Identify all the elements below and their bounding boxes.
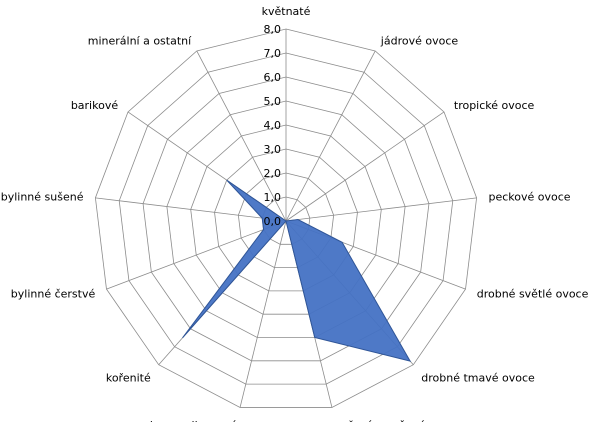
tick-label: 1,0 [264, 191, 282, 204]
grid-spoke [239, 220, 287, 408]
grid-spoke [106, 220, 287, 290]
category-label: květnaté [262, 5, 311, 18]
grid-ring [166, 100, 406, 338]
category-label: barikové [71, 99, 119, 112]
tick-label: 4,0 [264, 119, 282, 132]
tick-label: 8,0 [264, 23, 282, 36]
tick-labels: 0,0 1,0 2,0 3,0 4,0 5,0 6,0 7,0 8,0 [264, 23, 282, 228]
category-label: drobné světlé ovoce [477, 287, 589, 300]
grid-ring [214, 148, 358, 292]
grid-spoke [285, 111, 445, 222]
series-area [182, 179, 412, 362]
tick-label: 0,0 [264, 215, 282, 228]
category-label: bylinné sušené [1, 190, 84, 203]
category-labels: květnaté jádrové ovoce tropické ovoce pecko… [1, 5, 589, 422]
grid-ring [142, 76, 430, 362]
tick-label: 5,0 [264, 95, 282, 108]
category-label: jádrové ovoce [380, 34, 459, 47]
grid-ring [190, 124, 382, 315]
category-label: minerální a ostatní [88, 34, 192, 47]
tick-label: 7,0 [264, 47, 282, 60]
category-label: karamelizované [150, 419, 238, 422]
grid-spoke [285, 197, 477, 222]
grid-ring [94, 28, 478, 408]
category-label: vařené a sušené ovoce [335, 419, 462, 422]
grid-spoke [95, 197, 287, 222]
series-layer [182, 179, 412, 362]
tick-label: 2,0 [264, 167, 282, 180]
tick-label: 3,0 [264, 143, 282, 156]
tick-label: 6,0 [264, 71, 282, 84]
category-label: drobné tmavé ovoce [421, 372, 535, 385]
radar-grid [94, 28, 478, 408]
grid-ring [118, 52, 454, 385]
category-label: peckové ovoce [489, 190, 571, 203]
category-label: kořenité [106, 372, 151, 385]
grid-spoke [196, 50, 287, 222]
grid-spoke [285, 50, 376, 222]
category-label: tropické ovoce [454, 99, 535, 112]
category-label: bylinné čerstvé [11, 287, 96, 300]
